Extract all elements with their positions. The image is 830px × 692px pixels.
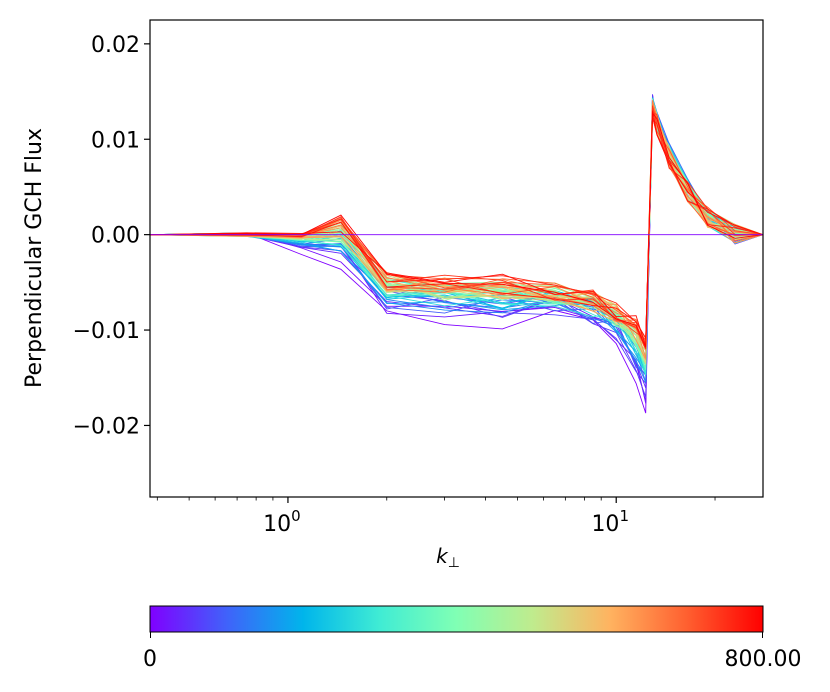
- series-line: [150, 100, 763, 352]
- series-line: [150, 99, 763, 365]
- x-axis: 100 101: [156, 497, 716, 537]
- x-axis-label: k⊥: [436, 544, 460, 571]
- x-tick-label: 100: [263, 507, 301, 537]
- y-tick-label: −0.02: [73, 414, 140, 439]
- series-line: [150, 98, 763, 360]
- y-tick-label: 0.00: [91, 224, 140, 249]
- series-layer: [150, 94, 763, 414]
- x-axis-label-main: k: [436, 544, 449, 568]
- y-tick-label: −0.01: [73, 319, 140, 344]
- series-line: [150, 102, 763, 383]
- series-line: [150, 116, 763, 340]
- series-line: [150, 110, 763, 347]
- plot-frame: [149, 19, 764, 498]
- x-tick-label: 101: [591, 507, 629, 537]
- series-line: [150, 98, 763, 357]
- series-line: [150, 100, 763, 351]
- series-line: [150, 94, 763, 414]
- series-line: [150, 101, 763, 361]
- colorbar-max-label: 800.00: [725, 647, 802, 672]
- y-tick-label: 0.01: [91, 128, 140, 153]
- series-line: [150, 111, 763, 348]
- y-axis: 0.02 0.01 0.00 −0.01 −0.02: [73, 33, 150, 439]
- series-line: [150, 102, 763, 376]
- x-axis-label-subscript: ⊥: [448, 555, 460, 571]
- series-line: [150, 102, 763, 346]
- series-line: [150, 99, 763, 376]
- series-line: [150, 105, 763, 350]
- y-tick-label: 0.02: [91, 33, 140, 58]
- series-line: [150, 103, 763, 375]
- series-line: [150, 104, 763, 360]
- series-line: [150, 102, 763, 375]
- series-line: [150, 104, 763, 350]
- series-line: [150, 117, 763, 340]
- colorbar: [149, 605, 764, 633]
- colorbar-min-label: 0: [143, 647, 157, 672]
- series-line: [150, 94, 763, 398]
- y-axis-label: Perpendicular GCH Flux: [22, 128, 47, 388]
- series-line: [150, 106, 763, 344]
- series-line: [150, 102, 763, 375]
- series-line: [150, 100, 763, 346]
- series-line: [150, 108, 763, 345]
- series-line: [150, 103, 763, 352]
- series-line: [150, 101, 763, 342]
